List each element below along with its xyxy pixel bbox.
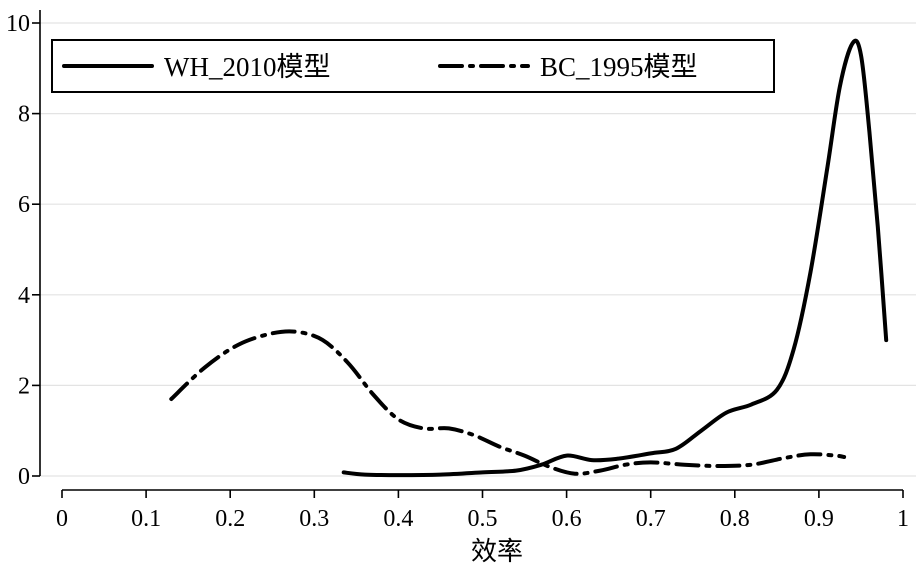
x-tick-label-5: 0.5: [468, 506, 498, 532]
x-axis-title: 效率: [471, 537, 523, 567]
x-tick-label-10: 1: [897, 506, 909, 532]
x-tick-label-0: 0: [56, 506, 68, 532]
x-tick-label-4: 0.4: [383, 506, 413, 532]
y-tick-label-4: 8: [18, 102, 30, 128]
series-line-1: [169, 329, 847, 476]
x-tick-label-7: 0.7: [636, 506, 666, 532]
legend: WH_2010模型 BC_1995模型: [51, 39, 775, 93]
legend-box: [51, 39, 775, 93]
axes: 0 2 4 6 8 10 0 0.1 0.2 0.3 0.4 0.5 0.6 0.7 0.8 0.9 1 效率: [6, 10, 909, 567]
y-tick-label-0: 0: [18, 464, 30, 490]
x-tick-label-9: 0.9: [804, 506, 834, 532]
x-tick-label-8: 0.8: [720, 506, 750, 532]
x-tick-label-3: 0.3: [299, 506, 329, 532]
x-tick-label-2: 0.2: [215, 506, 245, 532]
y-tick-label-5: 10: [6, 11, 30, 37]
y-tick-label-1: 2: [18, 373, 30, 399]
legend-label-1: BC_1995模型: [540, 52, 698, 82]
y-tick-label-2: 4: [18, 283, 30, 309]
series-line-0: [341, 38, 889, 478]
x-tick-label-1: 0.1: [131, 506, 161, 532]
x-tick-label-6: 0.6: [552, 506, 582, 532]
legend-label-0: WH_2010模型: [164, 52, 330, 82]
y-tick-label-3: 6: [18, 192, 30, 218]
series-lines: [169, 38, 889, 478]
